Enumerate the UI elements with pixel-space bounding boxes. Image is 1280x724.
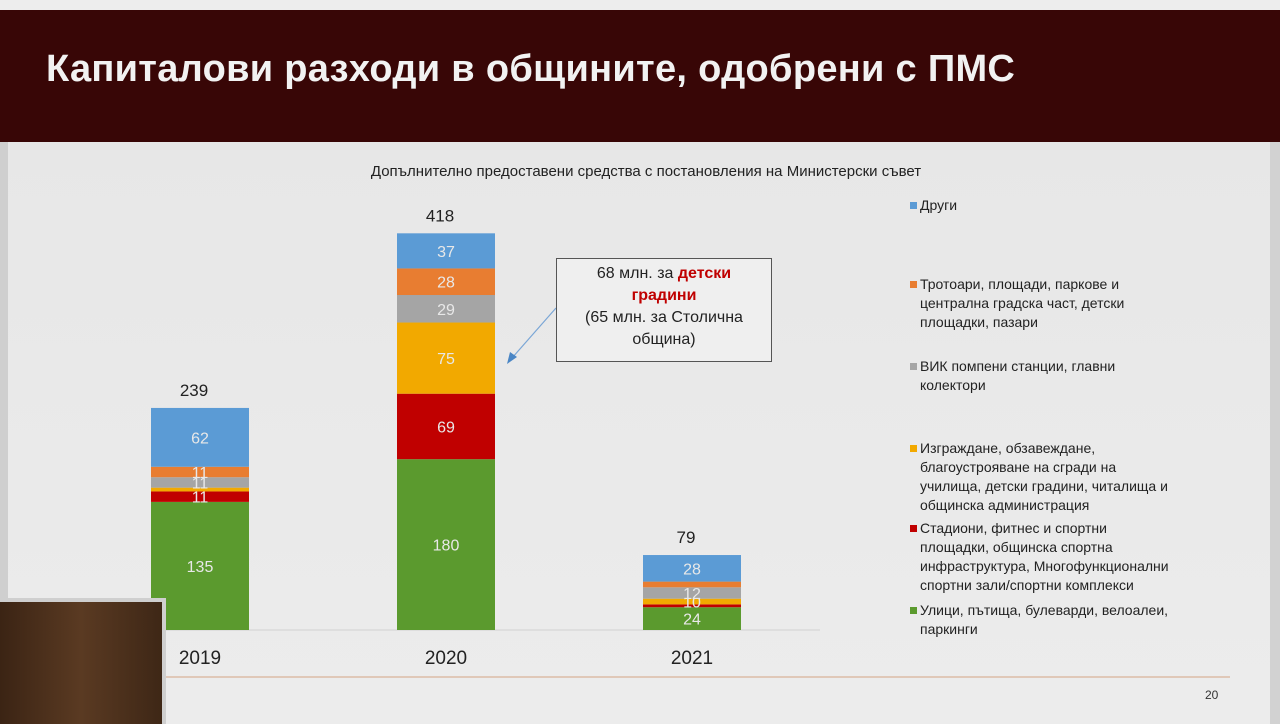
bar-segment xyxy=(643,607,741,630)
bar-segment xyxy=(151,477,249,488)
legend-swatch xyxy=(910,281,917,288)
data-label: 135 xyxy=(187,559,214,576)
bottom-rule xyxy=(160,676,1230,678)
legend-label: Изграждане, обзавеждане, благоустрояване … xyxy=(920,439,1220,515)
bar-segment xyxy=(643,587,741,599)
chart-title: Допълнително предоставени средства с пос… xyxy=(371,163,921,180)
bar-segment xyxy=(397,322,495,394)
data-label: 37 xyxy=(437,244,455,261)
legend-swatch xyxy=(910,363,917,370)
legend-label-line: Тротоари, площади, паркове и xyxy=(920,276,1120,292)
legend-label-line: ВИК помпени станции, главни xyxy=(920,358,1116,374)
bar-segment xyxy=(151,501,249,630)
data-label: 28 xyxy=(683,561,701,578)
total-label: 418 xyxy=(426,206,454,225)
category-label: 2019 xyxy=(179,648,221,669)
bar-segment xyxy=(643,604,741,608)
bar-segment xyxy=(397,459,495,630)
legend-label: Други xyxy=(920,196,1220,215)
legend-label: Тротоари, площади, паркове и централна гр… xyxy=(920,275,1220,332)
title-bar: Капиталови разходи в общините, одобрени … xyxy=(0,10,1280,142)
bar-segment xyxy=(397,233,495,269)
legend-label-line: площадки, пазари xyxy=(920,314,1038,330)
legend-label-line: училища, детски градини, читалища и xyxy=(920,478,1168,494)
callout-highlight-2: градини xyxy=(631,287,697,304)
legend-label-line: общинска администрация xyxy=(920,497,1090,513)
data-label: 29 xyxy=(437,302,455,319)
data-label: 28 xyxy=(437,275,455,292)
legend-label: ВИК помпени станции, главни колектори xyxy=(920,357,1220,395)
legend-swatch xyxy=(910,202,917,209)
legend-label-line: площадки, общинска спортна xyxy=(920,539,1113,555)
legend-label-line: инфраструктура, Многофункционални xyxy=(920,558,1169,574)
legend-label-line: паркинги xyxy=(920,621,978,637)
bar-segment xyxy=(397,268,495,296)
total-label: 79 xyxy=(677,528,696,547)
callout-connector xyxy=(511,307,557,359)
left-edge xyxy=(0,142,8,724)
legend-label-line: Улици, пътища, булеварди, велоалеи, xyxy=(920,602,1169,618)
legend-swatch xyxy=(910,607,917,614)
bar-segment xyxy=(151,487,249,492)
callout-note-2: община) xyxy=(632,331,696,348)
bar-segment xyxy=(643,598,741,605)
legend-label-line: благоустрояване на сгради на xyxy=(920,459,1117,475)
bar-segment xyxy=(151,491,249,502)
data-label: 62 xyxy=(191,430,209,447)
bar-segment xyxy=(643,555,741,582)
legend-label: Стадиони, фитнес и спортни площадки, общи… xyxy=(920,519,1220,595)
callout-box: 68 млн. за детски градини (65 млн. за Ст… xyxy=(556,258,772,362)
data-label: 11 xyxy=(192,475,209,492)
total-label: 239 xyxy=(180,381,208,400)
category-label: 2021 xyxy=(671,648,713,669)
callout-arrowhead xyxy=(507,352,517,364)
bar-segment xyxy=(151,407,249,467)
page-number: 20 xyxy=(1205,688,1219,702)
data-label: 180 xyxy=(433,538,460,555)
legend-label: Улици, пътища, булеварди, велоалеи, парки… xyxy=(920,601,1220,639)
data-label: 75 xyxy=(437,351,455,368)
legend-label-line: Изграждане, обзавеждане, xyxy=(920,440,1096,456)
podium xyxy=(0,598,166,724)
bar-segment xyxy=(397,295,495,323)
data-label: 11 xyxy=(192,465,209,482)
bar-segment xyxy=(643,581,741,588)
legend-label-line: централна градска част, детски xyxy=(920,295,1125,311)
data-label: 69 xyxy=(437,419,455,436)
top-strip xyxy=(0,0,1280,10)
category-label: 2020 xyxy=(425,648,467,669)
callout-highlight: детски xyxy=(677,265,732,282)
legend-swatch xyxy=(910,445,917,452)
data-label: 24 xyxy=(683,612,701,629)
bar-segment xyxy=(151,466,249,478)
data-label: 11 xyxy=(192,490,209,507)
legend-label-line: колектори xyxy=(920,377,986,393)
callout-note: (65 млн. за Столична xyxy=(585,309,743,326)
data-label: 12 xyxy=(683,586,701,603)
legend-swatch xyxy=(910,525,917,532)
data-label: 10 xyxy=(683,595,701,612)
legend-label-line: спортни зали/спортни комплекси xyxy=(920,577,1134,593)
bar-segment xyxy=(397,393,495,460)
slide-title: Капиталови разходи в общините, одобрени … xyxy=(46,48,1016,90)
right-edge xyxy=(1270,142,1280,724)
legend-label-line: Стадиони, фитнес и спортни xyxy=(920,520,1107,536)
callout-text: 68 млн. за xyxy=(596,265,678,282)
legend-label-line: Други xyxy=(920,197,958,213)
